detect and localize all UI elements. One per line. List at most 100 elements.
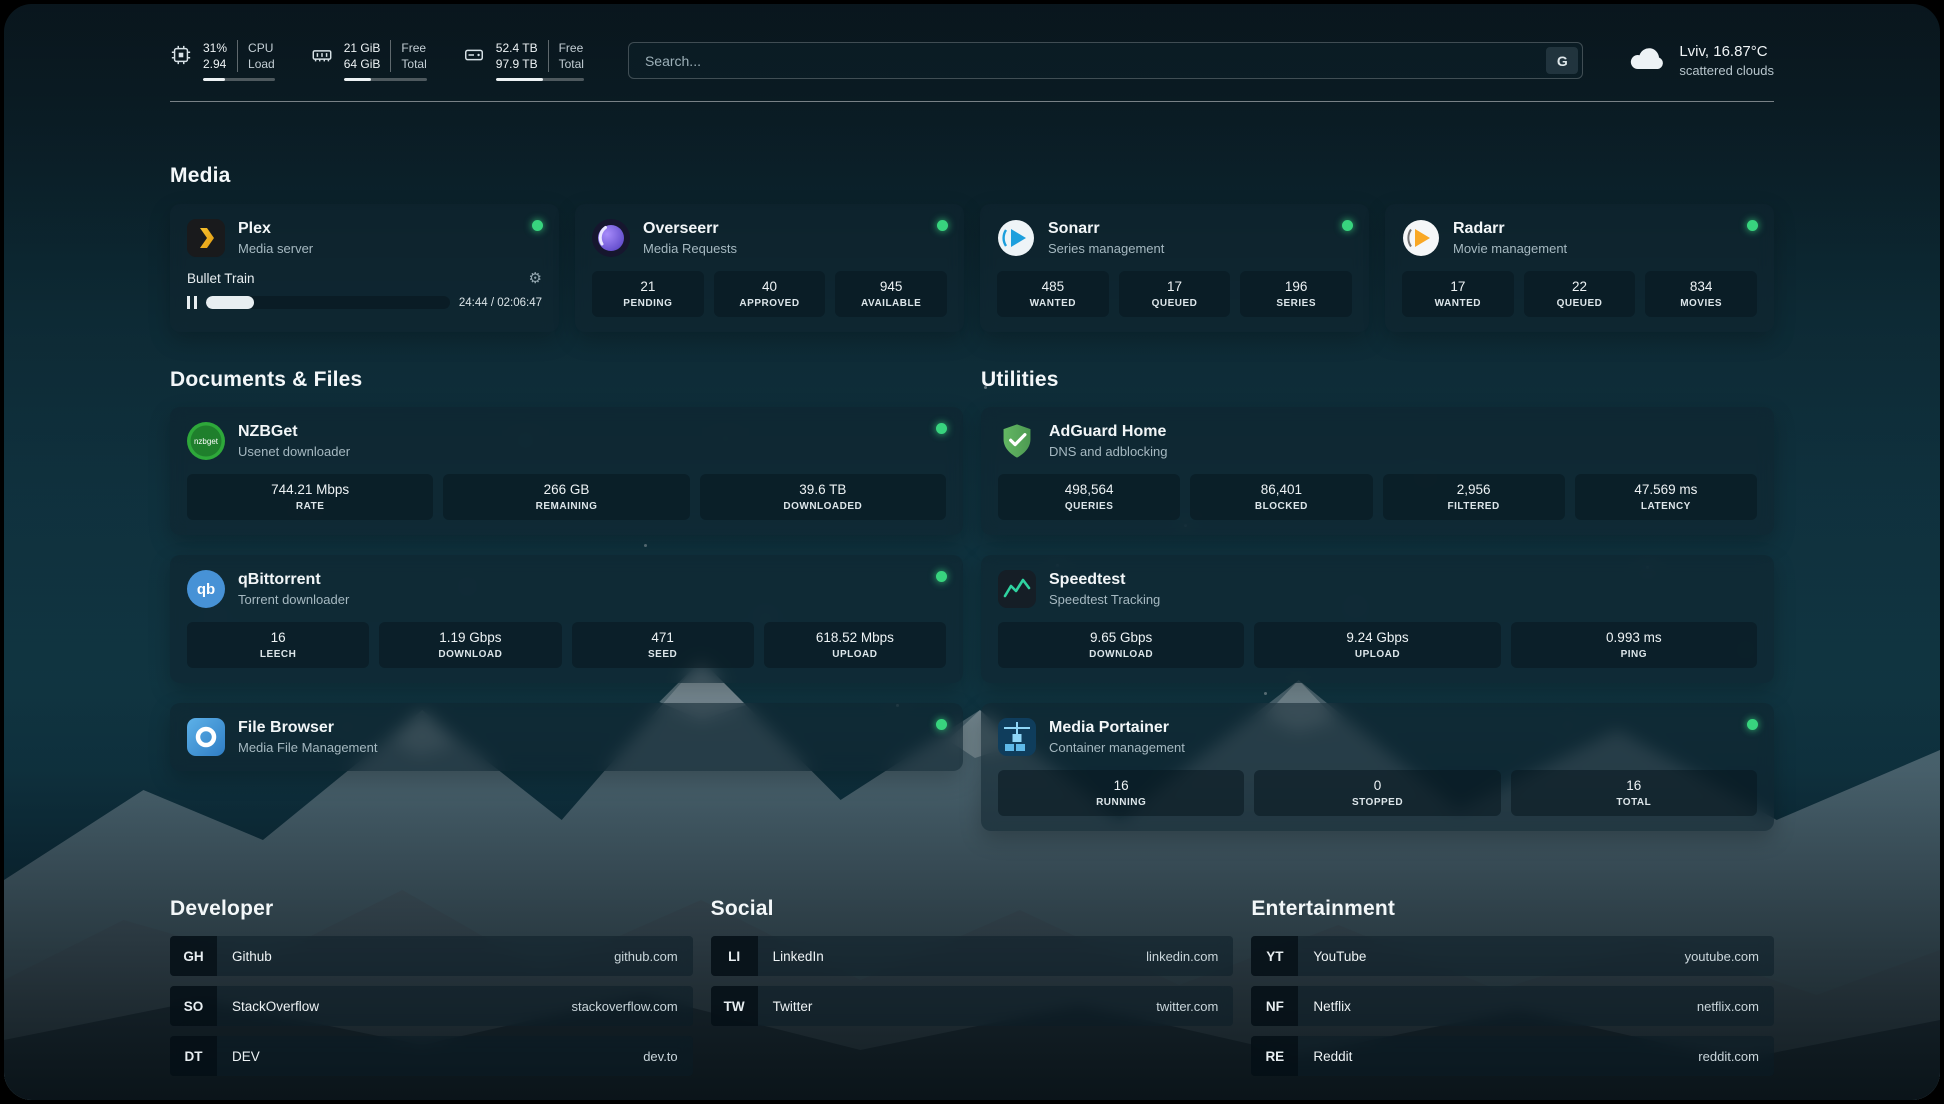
disk-progress-bar <box>495 78 584 82</box>
service-subtitle: Movie management <box>1453 241 1568 257</box>
service-card-plex[interactable]: Plex Media server Bullet Train ⚙ <box>170 204 559 333</box>
status-dot <box>936 571 947 583</box>
bookmark-name: StackOverflow <box>232 998 320 1014</box>
now-playing-title: Bullet Train <box>187 270 255 286</box>
section-title-utilities: Utilities <box>981 368 1059 392</box>
service-card-speedtest[interactable]: Speedtest Speedtest Tracking 9.65 Gbps D… <box>981 555 1774 684</box>
search-input[interactable] <box>627 42 1584 80</box>
portainer-icon <box>998 718 1036 757</box>
weather-location: Lviv, 16.87°C <box>1679 43 1768 61</box>
cpu-icon <box>170 44 192 71</box>
svg-text:qb: qb <box>197 581 215 598</box>
stat-wanted: 485 WANTED <box>997 271 1109 318</box>
bookmark-url: youtube.com <box>1684 948 1759 964</box>
section-title-documents: Documents & Files <box>170 368 363 392</box>
service-name: Radarr <box>1453 220 1505 238</box>
radarr-icon <box>1402 219 1440 257</box>
bookmark-url: stackoverflow.com <box>571 998 678 1014</box>
bookmark-github[interactable]: GH Github github.com <box>170 936 693 977</box>
service-card-sonarr[interactable]: Sonarr Series management 485 WANTED 17 Q… <box>980 204 1369 333</box>
bookmark-url: reddit.com <box>1698 1048 1759 1064</box>
bookmark-abbr: NF <box>1251 986 1299 1027</box>
playback-time: 24:44 / 02:06:47 <box>458 296 542 309</box>
bookmark-name: YouTube <box>1313 948 1367 964</box>
topbar-divider <box>170 101 1774 103</box>
bookmark-abbr: TW <box>710 986 758 1027</box>
bookmark-abbr: LI <box>710 936 758 977</box>
bookmark-group-entertainment: Entertainment YT YouTube youtube.com NF … <box>1251 897 1774 1086</box>
ram-value-free: 21 GiB <box>343 41 381 55</box>
stat-queued: 17 QUEUED <box>1118 271 1231 318</box>
bookmark-abbr: RE <box>1251 1036 1299 1077</box>
section-title-social: Social <box>710 897 774 921</box>
service-card-radarr[interactable]: Radarr Movie management 17 WANTED 22 QUE… <box>1385 204 1774 333</box>
status-dot <box>936 719 947 731</box>
filebrowser-icon <box>187 718 225 757</box>
service-name: Plex <box>238 220 271 238</box>
stat-blocked: 86,401 BLOCKED <box>1190 474 1373 521</box>
service-card-adguard[interactable]: AdGuard Home DNS and adblocking 498,564 … <box>981 407 1774 536</box>
stat-stopped: 0 STOPPED <box>1254 770 1501 817</box>
bookmark-url: github.com <box>614 948 678 964</box>
pause-icon[interactable] <box>187 296 197 310</box>
stat-total: 16 TOTAL <box>1510 770 1757 817</box>
service-subtitle: Usenet downloader <box>238 444 351 460</box>
service-name: Overseerr <box>643 220 719 238</box>
ram-widget: 21 GiB 64 GiB Free Total <box>311 40 427 82</box>
bookmark-reddit[interactable]: RE Reddit reddit.com <box>1251 1036 1774 1077</box>
stat-approved: 40 APPROVED <box>713 271 826 318</box>
service-card-overseerr[interactable]: Overseerr Media Requests 21 PENDING 40 A… <box>575 204 964 333</box>
bookmark-linkedin[interactable]: LI LinkedIn linkedin.com <box>710 936 1234 977</box>
service-card-qbittorrent[interactable]: qb qBittorrent Torrent downloader 16 LEE… <box>170 555 963 684</box>
bookmark-dev[interactable]: DT DEV dev.to <box>170 1036 693 1077</box>
stat-download: 1.19 Gbps DOWNLOAD <box>379 622 562 669</box>
weather-condition: scattered clouds <box>1679 63 1774 79</box>
service-card-nzbget[interactable]: nzbget NZBGet Usenet downloader 744.21 M… <box>170 407 963 536</box>
stat-pending: 21 PENDING <box>592 271 704 318</box>
stat-upload: 9.24 Gbps UPLOAD <box>1254 622 1501 669</box>
snow-particles <box>4 4 7 7</box>
service-subtitle: DNS and adblocking <box>1049 444 1168 460</box>
bookmark-name: LinkedIn <box>772 948 824 964</box>
status-dot <box>1747 220 1758 232</box>
service-card-portainer[interactable]: Media Portainer Container management 16 … <box>981 703 1774 832</box>
status-dot <box>1342 220 1353 232</box>
nzbget-icon: nzbget <box>187 422 225 461</box>
service-card-filebrowser[interactable]: File Browser Media File Management <box>170 703 963 772</box>
service-name: qBittorrent <box>238 571 321 589</box>
bookmark-url: dev.to <box>643 1048 678 1064</box>
qbittorrent-icon: qb <box>187 570 225 609</box>
playback-progress-bar <box>206 296 450 310</box>
disk-value-total: 97.9 TB <box>495 57 538 72</box>
cloud-icon <box>1627 43 1667 78</box>
stat-leech: 16 LEECH <box>187 622 370 669</box>
section-title-entertainment: Entertainment <box>1251 897 1396 921</box>
bookmark-youtube[interactable]: YT YouTube youtube.com <box>1251 936 1774 977</box>
stat-seed: 471 SEED <box>571 622 754 669</box>
stat-series: 196 SERIES <box>1240 271 1352 318</box>
top-bar: 31% 2.94 CPU Load <box>170 40 1774 82</box>
cpu-value-load: 2.94 <box>203 57 227 72</box>
stat-downloaded: 39.6 TB DOWNLOADED <box>699 474 946 521</box>
search-engine-button[interactable]: G <box>1546 47 1579 75</box>
stat-filtered: 2,956 FILTERED <box>1382 474 1565 521</box>
service-name: AdGuard Home <box>1049 423 1167 441</box>
status-dot <box>1747 719 1758 731</box>
bookmark-name: Reddit <box>1313 1048 1353 1064</box>
section-media: Media <box>170 164 1774 333</box>
gear-icon[interactable]: ⚙ <box>528 270 542 288</box>
service-name: NZBGet <box>238 423 298 441</box>
speedtest-icon <box>998 570 1036 609</box>
stat-movies: 834 MOVIES <box>1645 271 1757 318</box>
service-name: Sonarr <box>1048 220 1100 238</box>
stat-remaining: 266 GB REMAINING <box>443 474 690 521</box>
service-subtitle: Series management <box>1048 241 1165 257</box>
bookmark-twitter[interactable]: TW Twitter twitter.com <box>710 986 1234 1027</box>
bookmark-netflix[interactable]: NF Netflix netflix.com <box>1251 986 1774 1027</box>
weather-widget[interactable]: Lviv, 16.87°C scattered clouds <box>1627 43 1774 78</box>
disk-label-1: Free <box>558 41 584 55</box>
service-name: File Browser <box>238 719 335 737</box>
bookmark-stackoverflow[interactable]: SO StackOverflow stackoverflow.com <box>170 986 693 1027</box>
cpu-progress-bar <box>203 78 275 82</box>
service-name: Speedtest <box>1049 571 1126 589</box>
